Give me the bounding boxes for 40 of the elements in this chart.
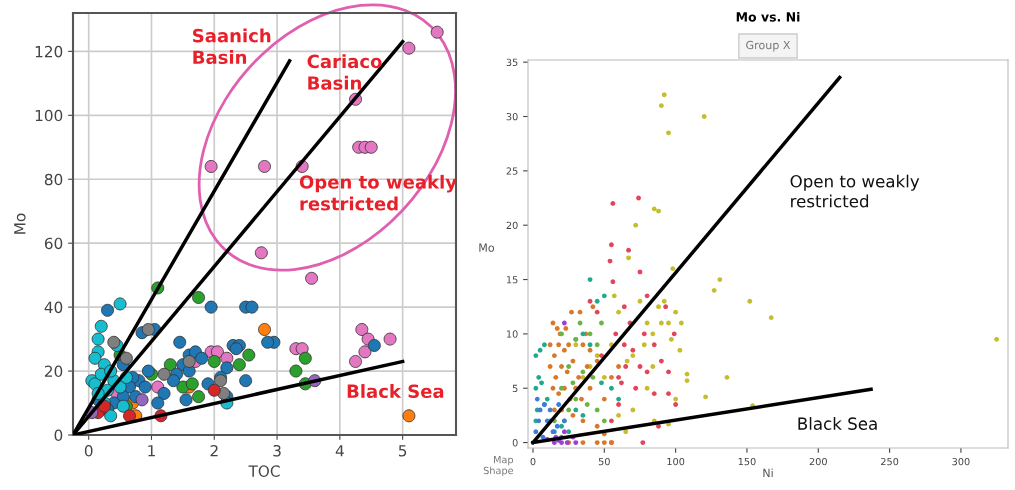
y-tick-label: 100 xyxy=(35,109,63,122)
y-tick-label: 5 xyxy=(512,384,518,393)
x-tick-label: 4 xyxy=(335,445,344,457)
annotation: Open to weakly restricted xyxy=(790,174,920,208)
annotation: Cariaco Basin xyxy=(307,54,382,90)
y-axis-title: Mo xyxy=(479,243,495,252)
y-tick-label: 20 xyxy=(44,365,63,378)
x-tick-label: 3 xyxy=(273,444,281,457)
y-tick-label: 0 xyxy=(54,429,63,442)
y-tick-label: 120 xyxy=(35,45,63,58)
y-tick-label: 30 xyxy=(506,112,518,121)
y-tick-label: 80 xyxy=(44,173,63,186)
y-tick-label: 40 xyxy=(44,301,63,314)
x-tick-label: 100 xyxy=(667,457,685,466)
chart-subtitle: Group X xyxy=(746,40,791,52)
y-tick-label: 35 xyxy=(506,58,518,67)
x-axis-title: Ni xyxy=(763,468,773,477)
y-tick-label: 10 xyxy=(506,330,518,338)
x-tick-label: 300 xyxy=(952,457,970,466)
x-tick-label: 50 xyxy=(598,457,610,466)
y-tick-label: 20 xyxy=(506,221,518,230)
y-axis-title: Mo xyxy=(14,213,26,234)
y-tick-label: 15 xyxy=(506,276,518,284)
x-tick-label: 5 xyxy=(398,445,407,457)
y-tick-label: 60 xyxy=(44,237,63,250)
x-tick-label: 2 xyxy=(210,444,218,457)
x-tick-label: 250 xyxy=(881,457,899,466)
annotation: Saanich Basin xyxy=(193,28,271,65)
annotation: Black Sea xyxy=(798,417,877,430)
x-tick-label: 150 xyxy=(738,457,756,466)
x-tick-label: 0 xyxy=(84,444,93,457)
x-axis-title: TOC xyxy=(248,465,280,477)
x-tick-label: 1 xyxy=(148,445,155,457)
x-tick-label: 200 xyxy=(809,457,827,466)
annotation: Black Sea xyxy=(347,384,444,399)
y-tick-label: 25 xyxy=(506,167,518,175)
text: Map Shape xyxy=(483,456,514,477)
y-tick-label: 0 xyxy=(512,439,518,447)
chart-title: Mo vs. Ni xyxy=(736,11,800,22)
x-tick-label: 0 xyxy=(530,457,536,466)
